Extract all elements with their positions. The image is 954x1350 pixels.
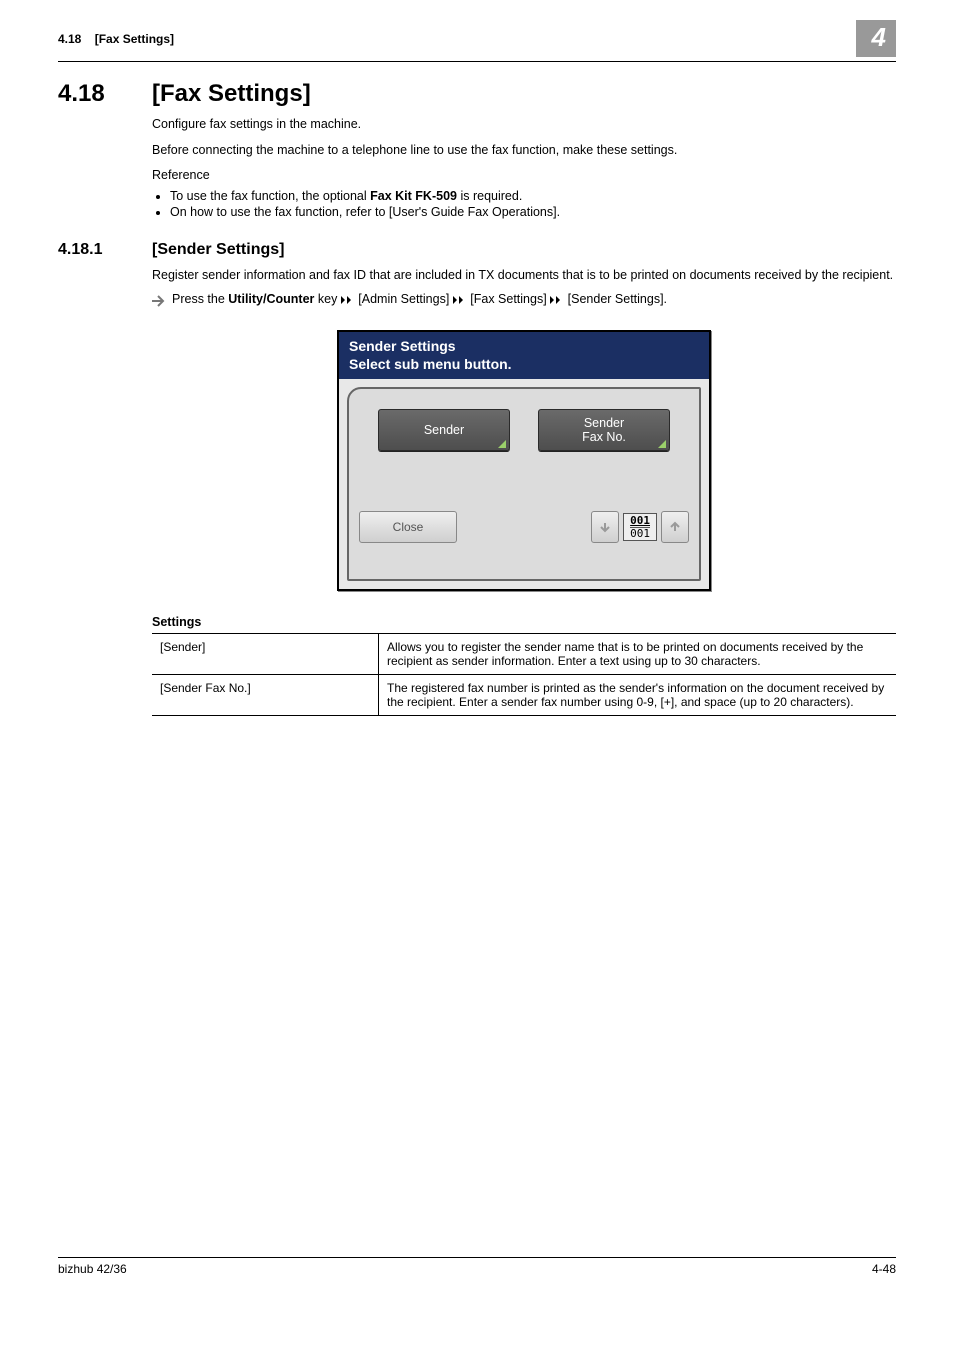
footer-right: 4-48 (872, 1262, 896, 1276)
sender-fax-button-label: Sender Fax No. (582, 416, 626, 444)
sender-button[interactable]: Sender (378, 409, 510, 451)
nav-seg1: [Admin Settings] (358, 292, 453, 306)
nav-pre: Press the (172, 292, 228, 306)
ref-bullet-1: To use the fax function, the optional Fa… (170, 189, 896, 203)
page-current: 001 (630, 515, 650, 528)
section-title: 4.18[Fax Settings] (58, 80, 896, 108)
pager: 001 001 (591, 511, 689, 543)
header-section-num: 4.18 (58, 32, 81, 46)
device-btn-row: Sender Sender Fax No. (359, 409, 689, 451)
ref-b1-post: is required. (457, 189, 522, 203)
subsection-title: 4.18.1[Sender Settings] (58, 241, 896, 259)
sub-p1: Register sender information and fax ID t… (152, 267, 896, 285)
device-body: Sender Sender Fax No. (339, 379, 709, 589)
device-title-l2: Select sub menu button. (349, 356, 699, 374)
settings-table: [Sender] Allows you to register the send… (152, 633, 896, 716)
device-title-l1: Sender Settings (349, 338, 699, 356)
reference-list: To use the fax function, the optional Fa… (152, 189, 896, 219)
page-up-button[interactable] (661, 511, 689, 543)
arrow-right-icon (152, 292, 172, 312)
section-title-num: 4.18 (58, 80, 152, 108)
nav-key: key (314, 292, 340, 306)
nav-step-text: Press the Utility/Counter key [Admin Set… (172, 292, 667, 307)
nav-bold: Utility/Counter (228, 292, 314, 306)
subsection-text: [Sender Settings] (152, 241, 284, 258)
header-right: 4 (856, 20, 896, 57)
sender-fax-no-button[interactable]: Sender Fax No. (538, 409, 670, 451)
arrow-down-icon (599, 521, 611, 533)
table-key: [Sender] (152, 634, 379, 675)
reference-label: Reference (152, 167, 896, 185)
intro-p2: Before connecting the machine to a telep… (152, 142, 896, 160)
double-right-icon (550, 293, 564, 307)
header-left: 4.18 [Fax Settings] (58, 32, 174, 46)
device-inner: Sender Sender Fax No. (347, 387, 701, 581)
page-total: 001 (630, 528, 650, 540)
nav-seg3: [Sender Settings]. (568, 292, 667, 306)
table-value: Allows you to register the sender name t… (379, 634, 897, 675)
page-counter: 001 001 (623, 513, 657, 541)
ref-b1-pre: To use the fax function, the optional (170, 189, 370, 203)
page-down-button[interactable] (591, 511, 619, 543)
nav-seg2: [Fax Settings] (470, 292, 550, 306)
section-title-text: [Fax Settings] (152, 80, 311, 107)
chapter-number-tab: 4 (856, 20, 896, 57)
ref-bullet-2: On how to use the fax function, refer to… (170, 205, 896, 219)
running-header: 4.18 [Fax Settings] 4 (58, 20, 896, 62)
subsection-num: 4.18.1 (58, 241, 152, 259)
close-button[interactable]: Close (359, 511, 457, 543)
table-value: The registered fax number is printed as … (379, 675, 897, 716)
table-key: [Sender Fax No.] (152, 675, 379, 716)
corner-icon (658, 440, 666, 448)
arrow-up-icon (669, 521, 681, 533)
nav-step-row: Press the Utility/Counter key [Admin Set… (152, 292, 896, 312)
table-title: Settings (152, 615, 896, 629)
device-close-row: Close 001 001 (359, 511, 689, 543)
device-titlebar: Sender Settings Select sub menu button. (339, 332, 709, 379)
footer-left: bizhub 42/36 (58, 1262, 127, 1276)
intro-p1: Configure fax settings in the machine. (152, 116, 896, 134)
table-row: [Sender] Allows you to register the send… (152, 634, 896, 675)
sender-fax-l1: Sender (584, 416, 624, 430)
table-row: [Sender Fax No.] The registered fax numb… (152, 675, 896, 716)
device-screenshot: Sender Settings Select sub menu button. … (337, 330, 711, 591)
double-right-icon (453, 293, 467, 307)
header-section-label: [Fax Settings] (95, 32, 174, 46)
double-right-icon (341, 293, 355, 307)
close-button-label: Close (393, 520, 424, 534)
sender-button-label: Sender (424, 423, 464, 437)
sender-fax-l2: Fax No. (582, 430, 626, 444)
ref-b1-bold: Fax Kit FK-509 (370, 189, 457, 203)
corner-icon (498, 440, 506, 448)
page-footer: bizhub 42/36 4-48 (58, 1257, 896, 1276)
